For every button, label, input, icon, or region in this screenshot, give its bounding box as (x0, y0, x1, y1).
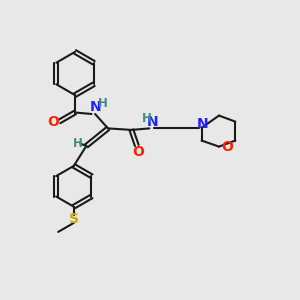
Text: O: O (221, 140, 233, 154)
Text: H: H (142, 112, 152, 125)
Text: N: N (197, 117, 208, 131)
Text: O: O (132, 145, 144, 159)
Text: O: O (47, 115, 59, 128)
Text: N: N (89, 100, 101, 114)
Text: H: H (98, 97, 108, 110)
Text: N: N (147, 115, 158, 129)
Text: H: H (73, 137, 83, 150)
Text: S: S (69, 212, 79, 226)
